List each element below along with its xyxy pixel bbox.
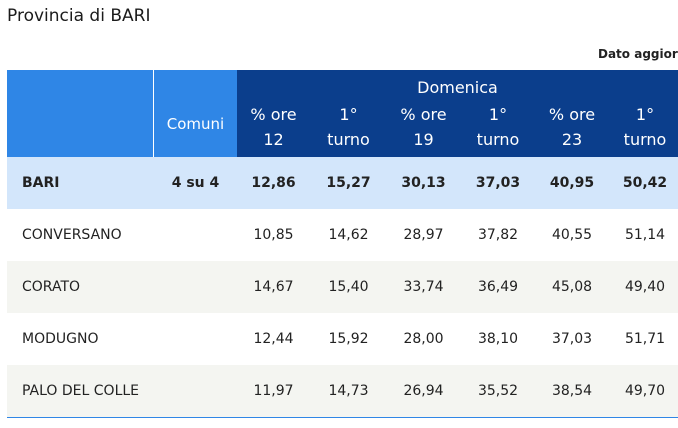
day-header: Domenica — [417, 78, 498, 97]
row-bg — [7, 157, 678, 209]
row-value: 40,55 — [551, 227, 593, 243]
subheader: % ore 23 — [548, 105, 596, 149]
row-value: 26,94 — [403, 383, 444, 399]
subheader: 1° turno — [476, 105, 520, 149]
row-value: 49,70 — [624, 383, 666, 399]
row-value: 14,73 — [328, 383, 369, 399]
row-value: 51,71 — [624, 331, 666, 347]
row-value: 28,97 — [403, 227, 444, 243]
row-value: 50,42 — [622, 175, 668, 191]
row-bg — [7, 209, 678, 261]
row-value: 30,13 — [401, 175, 446, 191]
row-value: 51,14 — [624, 227, 666, 243]
row-value: 38,54 — [551, 383, 593, 399]
row-value: 49,40 — [624, 279, 666, 295]
row-bg — [7, 261, 678, 313]
row-value: 37,03 — [475, 175, 521, 191]
row-value: 37,82 — [477, 227, 519, 243]
row-value: 12,44 — [253, 331, 294, 347]
row-comuni: 4 su 4 — [171, 175, 220, 191]
row-value: 10,85 — [253, 227, 294, 243]
comuni-header: Comuni — [154, 70, 237, 157]
row-bg — [7, 365, 678, 417]
update-note: Dato aggiorr — [598, 47, 678, 61]
row-value: 28,00 — [403, 331, 444, 347]
row-value: 37,03 — [551, 331, 593, 347]
row-value: 36,49 — [477, 279, 519, 295]
row-value: 38,10 — [477, 331, 519, 347]
header-cell — [7, 70, 153, 157]
row-value: 15,27 — [326, 175, 371, 191]
row-value: 15,92 — [328, 331, 369, 347]
subheader: 1° turno — [623, 105, 667, 149]
row-value: 33,74 — [403, 279, 444, 295]
subheader: % ore 19 — [400, 105, 447, 149]
header-dark — [237, 70, 678, 157]
divider — [153, 70, 154, 157]
row-value: 12,86 — [251, 175, 296, 191]
row-value: 15,40 — [328, 279, 369, 295]
page-title: Provincia di BARI — [7, 6, 151, 26]
row-value: 14,67 — [253, 279, 294, 295]
row-value: 35,52 — [477, 383, 519, 399]
row-value: 40,95 — [549, 175, 595, 191]
row-name: CORATO — [22, 279, 81, 295]
bottom-border — [7, 417, 678, 418]
row-name: CONVERSANO — [22, 227, 122, 243]
row-name: BARI — [22, 175, 60, 191]
row-name: PALO DEL COLLE — [22, 383, 140, 399]
row-name: MODUGNO — [22, 331, 99, 347]
row-value: 45,08 — [551, 279, 593, 295]
row-value: 14,62 — [328, 227, 369, 243]
row-value: 11,97 — [253, 383, 294, 399]
subheader: 1° turno — [327, 105, 370, 149]
subheader: % ore 12 — [250, 105, 297, 149]
row-bg — [7, 313, 678, 365]
